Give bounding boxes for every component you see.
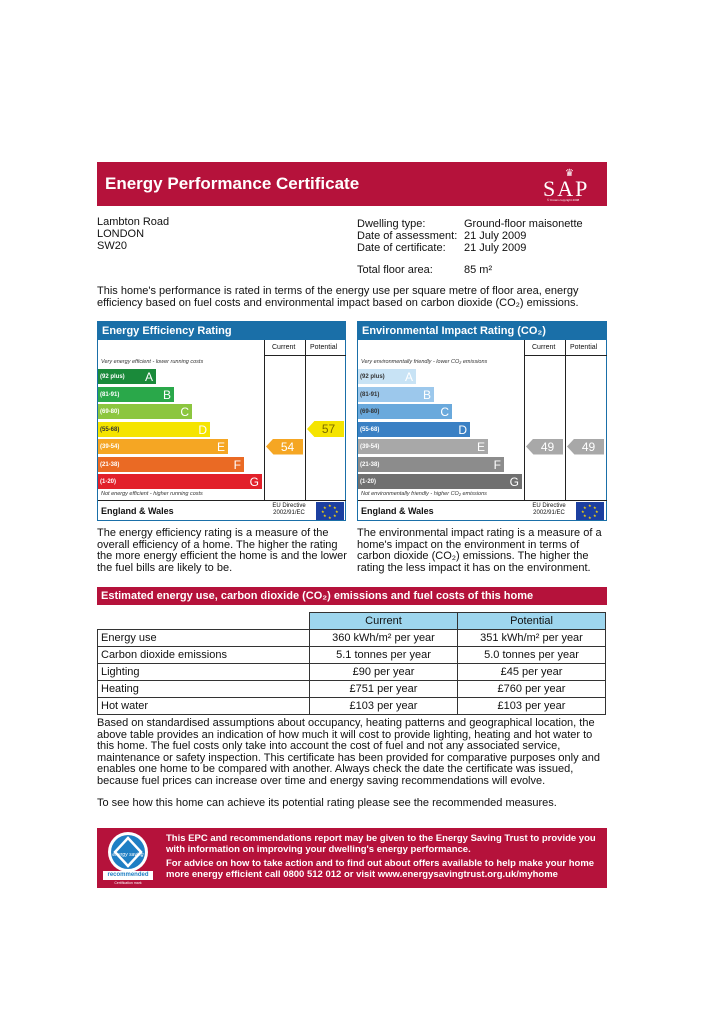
band-range: (69-80) — [360, 409, 380, 415]
band-range: (39-54) — [360, 444, 380, 450]
env-rating-box: Environmental Impact Rating (CO₂) Curren… — [357, 321, 607, 521]
intro-text: This home's performance is rated in term… — [97, 285, 579, 309]
energy-rating-description: The energy efficiency rating is a measur… — [97, 527, 347, 574]
band-letter: B — [422, 387, 431, 402]
band-range: (81-91) — [100, 391, 120, 398]
table-row: Heating £751 per year £760 per year — [97, 680, 606, 698]
eu-directive: EU Directive 2002/91/EC — [532, 503, 566, 516]
band-letter: F — [233, 457, 241, 472]
sap-logo: ♛ SAP © Crown copyright 2008 — [543, 168, 590, 202]
env-rating-heading: Environmental Impact Rating (CO₂) — [358, 322, 606, 340]
table-row: Carbon dioxide emissions 5.1 tonnes per … — [97, 646, 606, 664]
page-title: Energy Performance Certificate — [105, 174, 360, 193]
rating-band-e: (39-54) E — [358, 439, 488, 454]
costs-table: Current Potential Energy use 360 kWh/m² … — [97, 612, 606, 715]
est-text-line2: For advice on how to take action and to … — [166, 858, 595, 880]
eu-flag-icon: ★ ★ ★ ★ ★ ★ ★ ★ — [316, 502, 344, 520]
rating-band-f: (21-38) F — [358, 456, 504, 472]
est-banner: energy saving recommended Certification … — [97, 828, 607, 888]
bottom-note: Not energy efficient - higher running co… — [101, 491, 203, 497]
rating-band-b: (81-91) B — [98, 386, 174, 402]
address-line: SW20 — [97, 240, 127, 252]
band-range: (39-54) — [100, 444, 120, 450]
potential-rating-arrow: 49 — [567, 438, 604, 455]
rating-band-c: (69-80) C — [358, 404, 452, 419]
crown-icon: ♛ — [565, 168, 574, 179]
bottom-note: Not environmentally friendly - higher CO… — [361, 491, 487, 497]
certificate-header: Energy Performance Certificate ♛ SAP © C… — [97, 162, 607, 206]
band-letter: G — [249, 475, 259, 489]
rating-band-b: (81-91) B — [358, 386, 434, 402]
dwelling-details: Dwelling type: Ground-floor maisonette D… — [357, 218, 617, 276]
energy-saving-recommended-logo: energy saving recommended Certification … — [101, 830, 155, 886]
body-text: Based on standardised assumptions about … — [97, 717, 601, 787]
est-text-line1: This EPC and recommendations report may … — [166, 833, 596, 855]
band-range: (55-68) — [360, 426, 380, 433]
table-header-row: Current Potential — [97, 612, 606, 630]
band-letter: A — [404, 370, 413, 384]
band-letter: D — [198, 422, 207, 437]
rating-band-g: (1-20) G — [98, 474, 262, 489]
band-range: (81-91) — [360, 391, 380, 398]
rating-band-d: (55-68) D — [98, 421, 210, 437]
rating-band-e: (39-54) E — [98, 439, 228, 454]
address-line: LONDON — [97, 228, 145, 240]
top-note: Very environmentally friendly - lower CO… — [361, 359, 488, 365]
costs-heading: Estimated energy use, carbon dioxide (CO… — [97, 587, 607, 605]
potential-rating-arrow: 57 — [307, 421, 344, 437]
rating-band-f: (21-38) F — [98, 456, 244, 472]
region-label: England & Wales — [361, 506, 434, 516]
rating-band-a: (92 plus) A — [98, 369, 156, 384]
address-line: Lambton Road — [97, 216, 170, 228]
col-current: Current — [272, 344, 296, 351]
band-range: (69-80) — [100, 409, 120, 415]
see-recommendations-text: To see how this home can achieve its pot… — [97, 797, 557, 809]
rating-band-c: (69-80) C — [98, 404, 192, 419]
eu-flag-icon: ★ ★ ★ ★ ★ ★ ★ ★ — [576, 502, 604, 520]
band-letter: A — [144, 370, 153, 384]
band-range: (21-38) — [360, 461, 380, 468]
eu-directive: EU Directive 2002/91/EC — [272, 503, 306, 516]
col-potential: Potential — [310, 344, 338, 351]
band-letter: C — [180, 405, 189, 419]
env-rating-description: The environmental impact rating is a mea… — [357, 527, 602, 574]
energy-rating-heading: Energy Efficiency Rating — [98, 322, 345, 340]
band-letter: E — [216, 440, 225, 454]
top-note: Very energy efficient - lower running co… — [101, 359, 204, 365]
band-range: (92 plus) — [100, 374, 125, 380]
band-letter: G — [509, 475, 519, 489]
band-letter: E — [476, 440, 485, 454]
rating-band-d: (55-68) D — [358, 421, 470, 437]
col-potential: Potential — [457, 612, 606, 630]
table-row: Energy use 360 kWh/m² per year 351 kWh/m… — [97, 629, 606, 647]
rating-band-g: (1-20) G — [358, 474, 522, 489]
col-current: Current — [309, 612, 458, 630]
detail-row: Date of assessment: 21 July 2009 — [357, 230, 527, 242]
band-letter: D — [458, 422, 467, 437]
energy-rating-box: Energy Efficiency Rating Current Potenti… — [97, 321, 346, 521]
detail-row: Dwelling type: Ground-floor maisonette — [357, 218, 583, 230]
col-potential: Potential — [570, 344, 598, 351]
detail-row: Date of certificate: 21 July 2009 — [357, 242, 527, 254]
address-block: Lambton Road LONDON SW20 — [97, 216, 169, 252]
current-rating-arrow: 54 — [266, 438, 303, 455]
band-range: (21-38) — [100, 461, 120, 468]
current-rating-arrow: 49 — [526, 438, 563, 455]
band-letter: B — [162, 387, 171, 402]
band-range: (1-20) — [100, 479, 117, 485]
table-row: Hot water £103 per year £103 per year — [97, 697, 606, 715]
band-range: (1-20) — [360, 479, 377, 485]
band-range: (92 plus) — [360, 374, 385, 380]
rating-band-a: (92 plus) A — [358, 369, 416, 384]
region-label: England & Wales — [101, 506, 174, 516]
band-range: (55-68) — [100, 426, 120, 433]
band-letter: F — [493, 457, 501, 472]
col-current: Current — [532, 344, 556, 351]
detail-row: Total floor area: 85 m² — [357, 264, 493, 276]
table-row: Lighting £90 per year £45 per year — [97, 663, 606, 681]
band-letter: C — [440, 405, 449, 419]
